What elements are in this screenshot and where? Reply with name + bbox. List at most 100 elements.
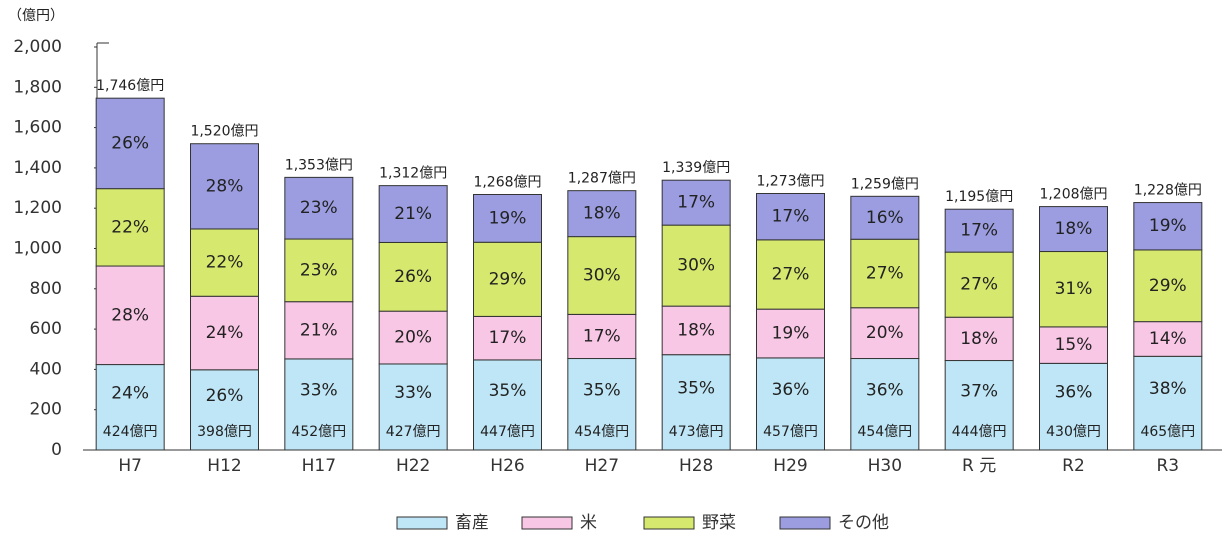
bar-segment (378, 185, 448, 243)
y-tick-label: 2,000 (13, 37, 62, 57)
total-label: 1,312億円 (379, 166, 447, 182)
y-tick-label: 400 (30, 359, 62, 379)
total-label: 1,208億円 (1039, 187, 1107, 203)
bar-segment (1133, 321, 1203, 357)
bar-segment (567, 190, 637, 238)
segment-percent-label: 17% (677, 193, 715, 213)
legend-label: 畜産 (455, 513, 489, 533)
bar-segment (284, 358, 354, 451)
x-tick-label: H29 (773, 456, 807, 476)
segment-percent-label: 21% (394, 204, 432, 224)
x-tick-label: H7 (118, 456, 142, 476)
segment-percent-label: 23% (300, 260, 338, 280)
segment-percent-label: 16% (866, 208, 904, 228)
segment-percent-label: 36% (772, 380, 810, 400)
y-tick-label: 800 (30, 279, 62, 299)
segment-value-label: 473億円 (669, 424, 724, 440)
segment-value-label: 444億円 (952, 424, 1007, 440)
bar-segment (850, 238, 920, 309)
legend-swatch (521, 516, 573, 530)
bar-segment (944, 360, 1014, 451)
bar-segment (1039, 251, 1108, 328)
segment-percent-label: 24% (206, 323, 244, 343)
segment-percent-label: 27% (960, 275, 998, 295)
legend-label: 米 (580, 513, 597, 533)
bar-segment (944, 316, 1014, 362)
bar-segment (1133, 355, 1203, 451)
legend-swatch (643, 516, 695, 530)
segment-percent-label: 23% (300, 198, 338, 218)
bar-segment (284, 176, 354, 240)
total-label: 1,268億円 (473, 174, 541, 190)
segment-percent-label: 33% (300, 380, 338, 400)
x-tick-label: H28 (679, 456, 713, 476)
bar-segment (284, 301, 354, 360)
legend-swatch (396, 516, 448, 530)
segment-percent-label: 26% (206, 386, 244, 406)
y-unit-label: （億円） (8, 8, 64, 24)
bar-segment (944, 251, 1014, 318)
segment-value-label: 398億円 (197, 424, 252, 440)
segment-percent-label: 36% (1055, 383, 1093, 403)
y-tick-label: 0 (51, 440, 62, 460)
bar-segment (95, 364, 165, 451)
x-tick-label: H30 (868, 456, 902, 476)
bar-segment (190, 143, 259, 230)
segment-percent-label: 18% (583, 204, 621, 224)
segment-value-label: 452億円 (291, 424, 346, 440)
segment-percent-label: 18% (960, 329, 998, 349)
y-tick-label: 1,400 (13, 158, 62, 178)
segment-percent-label: 19% (772, 324, 810, 344)
segment-percent-label: 28% (111, 305, 149, 325)
segment-percent-label: 20% (866, 323, 904, 343)
bar-segment (378, 363, 448, 451)
bar-segment (567, 358, 637, 451)
segment-value-label: 454億円 (857, 424, 912, 440)
y-tick-label: 1,000 (13, 239, 62, 259)
bar-segment (378, 241, 448, 312)
segment-percent-label: 15% (1055, 335, 1093, 355)
y-tick-label: 1,600 (13, 118, 62, 138)
total-label: 1,273億円 (756, 173, 824, 189)
total-label: 1,339億円 (662, 160, 730, 176)
segment-percent-label: 33% (394, 383, 432, 403)
segment-percent-label: 24% (111, 383, 149, 403)
segment-percent-label: 29% (489, 269, 527, 289)
segment-percent-label: 27% (772, 264, 810, 284)
segment-percent-label: 18% (1055, 219, 1093, 239)
bar-segment (661, 224, 731, 307)
segment-percent-label: 38% (1149, 379, 1187, 399)
segment-percent-label: 21% (300, 320, 338, 340)
bar-segment (661, 354, 731, 451)
segment-percent-label: 22% (111, 217, 149, 237)
segment-percent-label: 17% (960, 221, 998, 241)
bar-segment (95, 265, 165, 366)
total-label: 1,228億円 (1134, 183, 1202, 199)
segment-percent-label: 18% (677, 320, 715, 340)
bar-segment (378, 310, 448, 365)
total-label: 1,195億円 (945, 189, 1013, 205)
bar-segment (1039, 206, 1108, 253)
bar-segment (567, 313, 637, 360)
legend-label: 野菜 (702, 513, 736, 533)
segment-percent-label: 14% (1149, 329, 1187, 349)
bar-segment (944, 208, 1014, 253)
bar-segment (473, 193, 542, 243)
legend-swatch (779, 516, 831, 530)
bar-segment (1039, 326, 1108, 364)
bar-segment (567, 236, 637, 315)
segment-percent-label: 30% (583, 266, 621, 286)
bar-segment (1133, 249, 1203, 323)
bar-segment (95, 188, 165, 267)
total-label: 1,259億円 (851, 176, 919, 192)
bar-segment (756, 192, 825, 241)
segment-percent-label: 29% (1149, 276, 1187, 296)
segment-value-label: 454億円 (574, 424, 629, 440)
segment-percent-label: 26% (111, 133, 149, 153)
x-tick-label: H22 (396, 456, 430, 476)
segment-percent-label: 17% (583, 326, 621, 346)
legend-label: その他 (838, 513, 889, 533)
y-tick-label: 600 (30, 319, 62, 339)
x-tick-label: H26 (490, 456, 524, 476)
